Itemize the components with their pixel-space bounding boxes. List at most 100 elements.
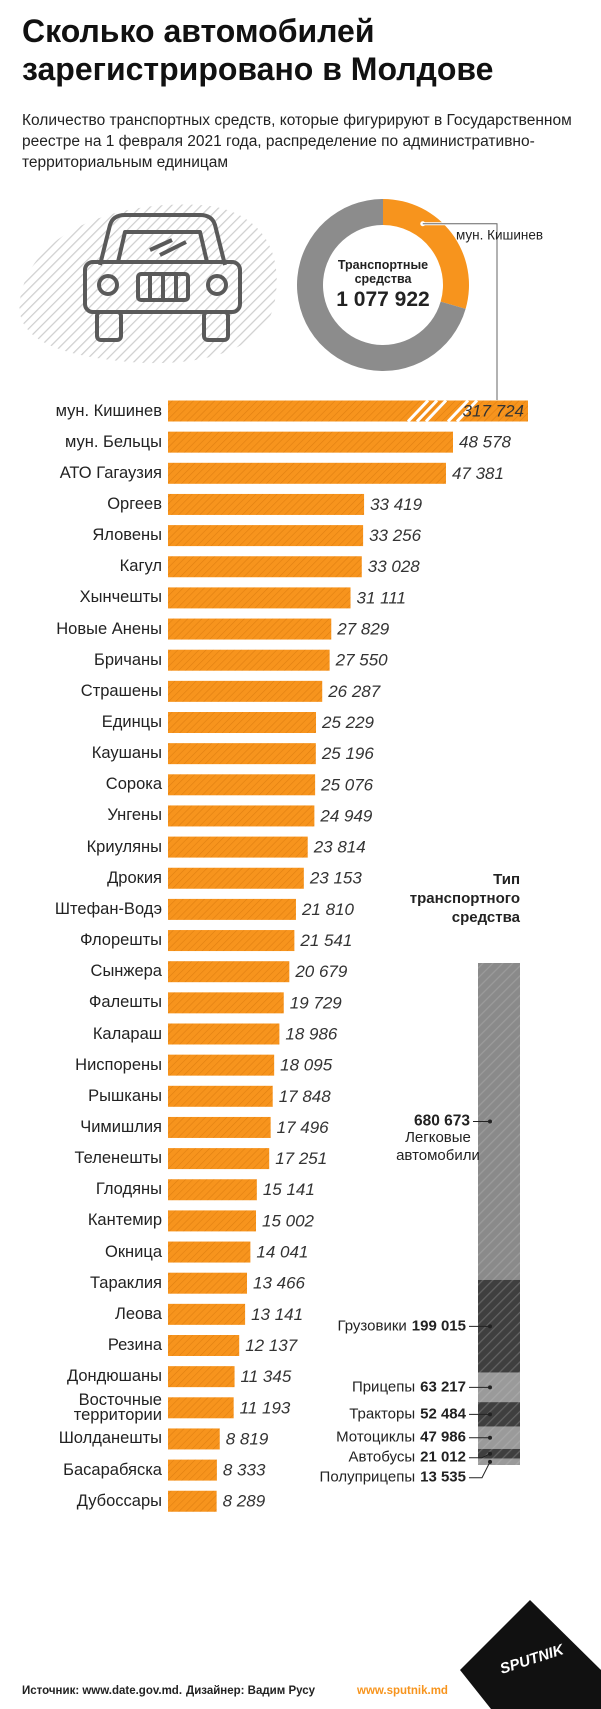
category-label: Каушаны xyxy=(91,744,162,763)
bar xyxy=(168,462,446,484)
stack-name: Тракторы xyxy=(349,1405,415,1422)
value-label: 19 729 xyxy=(290,993,343,1012)
donut-rest xyxy=(297,199,466,371)
category-label: Дрокия xyxy=(107,868,162,887)
subtitle: Количество транспортных средств, которые… xyxy=(22,112,572,171)
bar xyxy=(168,400,528,422)
category-label: Кагул xyxy=(119,557,162,576)
value-label: 33 256 xyxy=(369,526,422,545)
bar xyxy=(168,836,308,858)
category-label: Унгены xyxy=(107,806,162,825)
value-label: 21 810 xyxy=(301,900,355,919)
value-label: 13 141 xyxy=(251,1305,303,1324)
category-label: мун. Бельцы xyxy=(64,432,162,451)
stack-name: Автобусы xyxy=(349,1449,416,1466)
category-label: Дондюшаны xyxy=(66,1367,162,1386)
stack-label: Полуприцепы 13 535 xyxy=(320,1469,466,1486)
value-label: 21 541 xyxy=(299,931,352,950)
bar xyxy=(168,867,304,889)
category-label: АТО Гагаузия xyxy=(59,463,162,482)
stack-label: Автобусы 21 012 xyxy=(349,1449,466,1466)
leader-dot xyxy=(488,1385,492,1390)
value-label: 25 076 xyxy=(320,775,374,794)
stack-label: Тракторы 52 484 xyxy=(349,1405,466,1422)
value-label: 317 724 xyxy=(463,401,524,420)
bar xyxy=(168,1148,270,1170)
stack-name: Прицепы xyxy=(352,1378,415,1395)
category-label: Единцы xyxy=(101,713,162,731)
category-label: мун. Кишинев xyxy=(55,401,162,420)
leader-dot xyxy=(488,1451,492,1456)
category-label: Тараклия xyxy=(89,1273,162,1292)
bar xyxy=(168,743,316,765)
bar xyxy=(168,1085,273,1107)
leader-line xyxy=(469,1461,491,1479)
value-label: 11 345 xyxy=(241,1367,292,1386)
axis-break xyxy=(424,399,448,423)
donut-label: мун. Кишинев xyxy=(456,228,543,243)
category-label: Леова xyxy=(115,1304,162,1323)
category-label: Резина xyxy=(107,1336,162,1354)
category-label: Бричаны xyxy=(94,650,162,669)
leader-dot xyxy=(488,1459,492,1464)
value-label: 27 829 xyxy=(336,620,390,639)
value-label: 27 550 xyxy=(335,651,389,670)
donut-segment xyxy=(383,199,469,309)
value-label: 23 814 xyxy=(313,838,366,857)
category-label: Флорешты xyxy=(80,931,162,950)
logo-shape xyxy=(460,1600,601,1709)
category-label: Восточные территории xyxy=(73,1390,162,1424)
category-label: Ниспорены xyxy=(75,1055,162,1074)
category-label: Яловены xyxy=(92,526,162,545)
bar xyxy=(168,1054,275,1076)
category-label: Окница xyxy=(104,1242,162,1261)
bar xyxy=(168,587,351,609)
value-label: 15 002 xyxy=(262,1211,315,1230)
value-label: 26 287 xyxy=(327,682,381,701)
bar xyxy=(168,1023,280,1045)
category-label: Калараш xyxy=(92,1024,162,1043)
value-label: 12 137 xyxy=(245,1336,298,1355)
value-label: 18 095 xyxy=(280,1056,333,1075)
stack-value-label: 63 217 xyxy=(420,1378,466,1395)
bar xyxy=(168,649,330,671)
bar xyxy=(168,431,453,453)
bar xyxy=(168,1179,257,1201)
bar xyxy=(168,898,296,920)
leader-dot xyxy=(488,1412,492,1417)
car-icon xyxy=(19,204,277,364)
bar xyxy=(168,961,290,983)
value-label: 48 578 xyxy=(459,433,512,452)
category-label: Хынчешты xyxy=(79,588,162,607)
stack-name: Полуприцепы xyxy=(320,1469,416,1486)
title: Сколько автомобилей зарегистрировано в М… xyxy=(22,13,494,87)
leader-line xyxy=(469,1453,491,1459)
axis-break xyxy=(446,399,470,423)
value-label: 25 229 xyxy=(321,713,375,732)
value-label: 14 041 xyxy=(256,1243,308,1262)
category-label: Рышканы xyxy=(88,1086,162,1105)
value-label: 8 333 xyxy=(223,1461,266,1480)
bar xyxy=(168,1335,240,1356)
value-label: 33 028 xyxy=(368,557,421,576)
bar xyxy=(168,1210,257,1232)
car-outline xyxy=(83,213,242,342)
bar xyxy=(168,618,332,640)
category-label: Сынжера xyxy=(90,962,162,981)
category-label: Шолданешты xyxy=(58,1429,162,1448)
value-label: 17 496 xyxy=(277,1118,330,1137)
segment-hatch xyxy=(478,1426,520,1449)
bar xyxy=(168,1459,217,1481)
bar xyxy=(168,1241,251,1263)
value-label: 24 949 xyxy=(319,806,373,825)
leader-dot xyxy=(488,1324,492,1329)
segment-hatch xyxy=(478,1448,520,1459)
stack-name: Легковые автомобили xyxy=(396,1129,480,1165)
value-label: 23 153 xyxy=(309,869,363,888)
value-label: 33 419 xyxy=(370,495,423,514)
value-label: 18 986 xyxy=(285,1024,338,1043)
bar xyxy=(168,1428,220,1450)
category-label: Сорока xyxy=(105,775,162,794)
footer-source: Источник: www.date.gov.md. xyxy=(22,1685,182,1697)
